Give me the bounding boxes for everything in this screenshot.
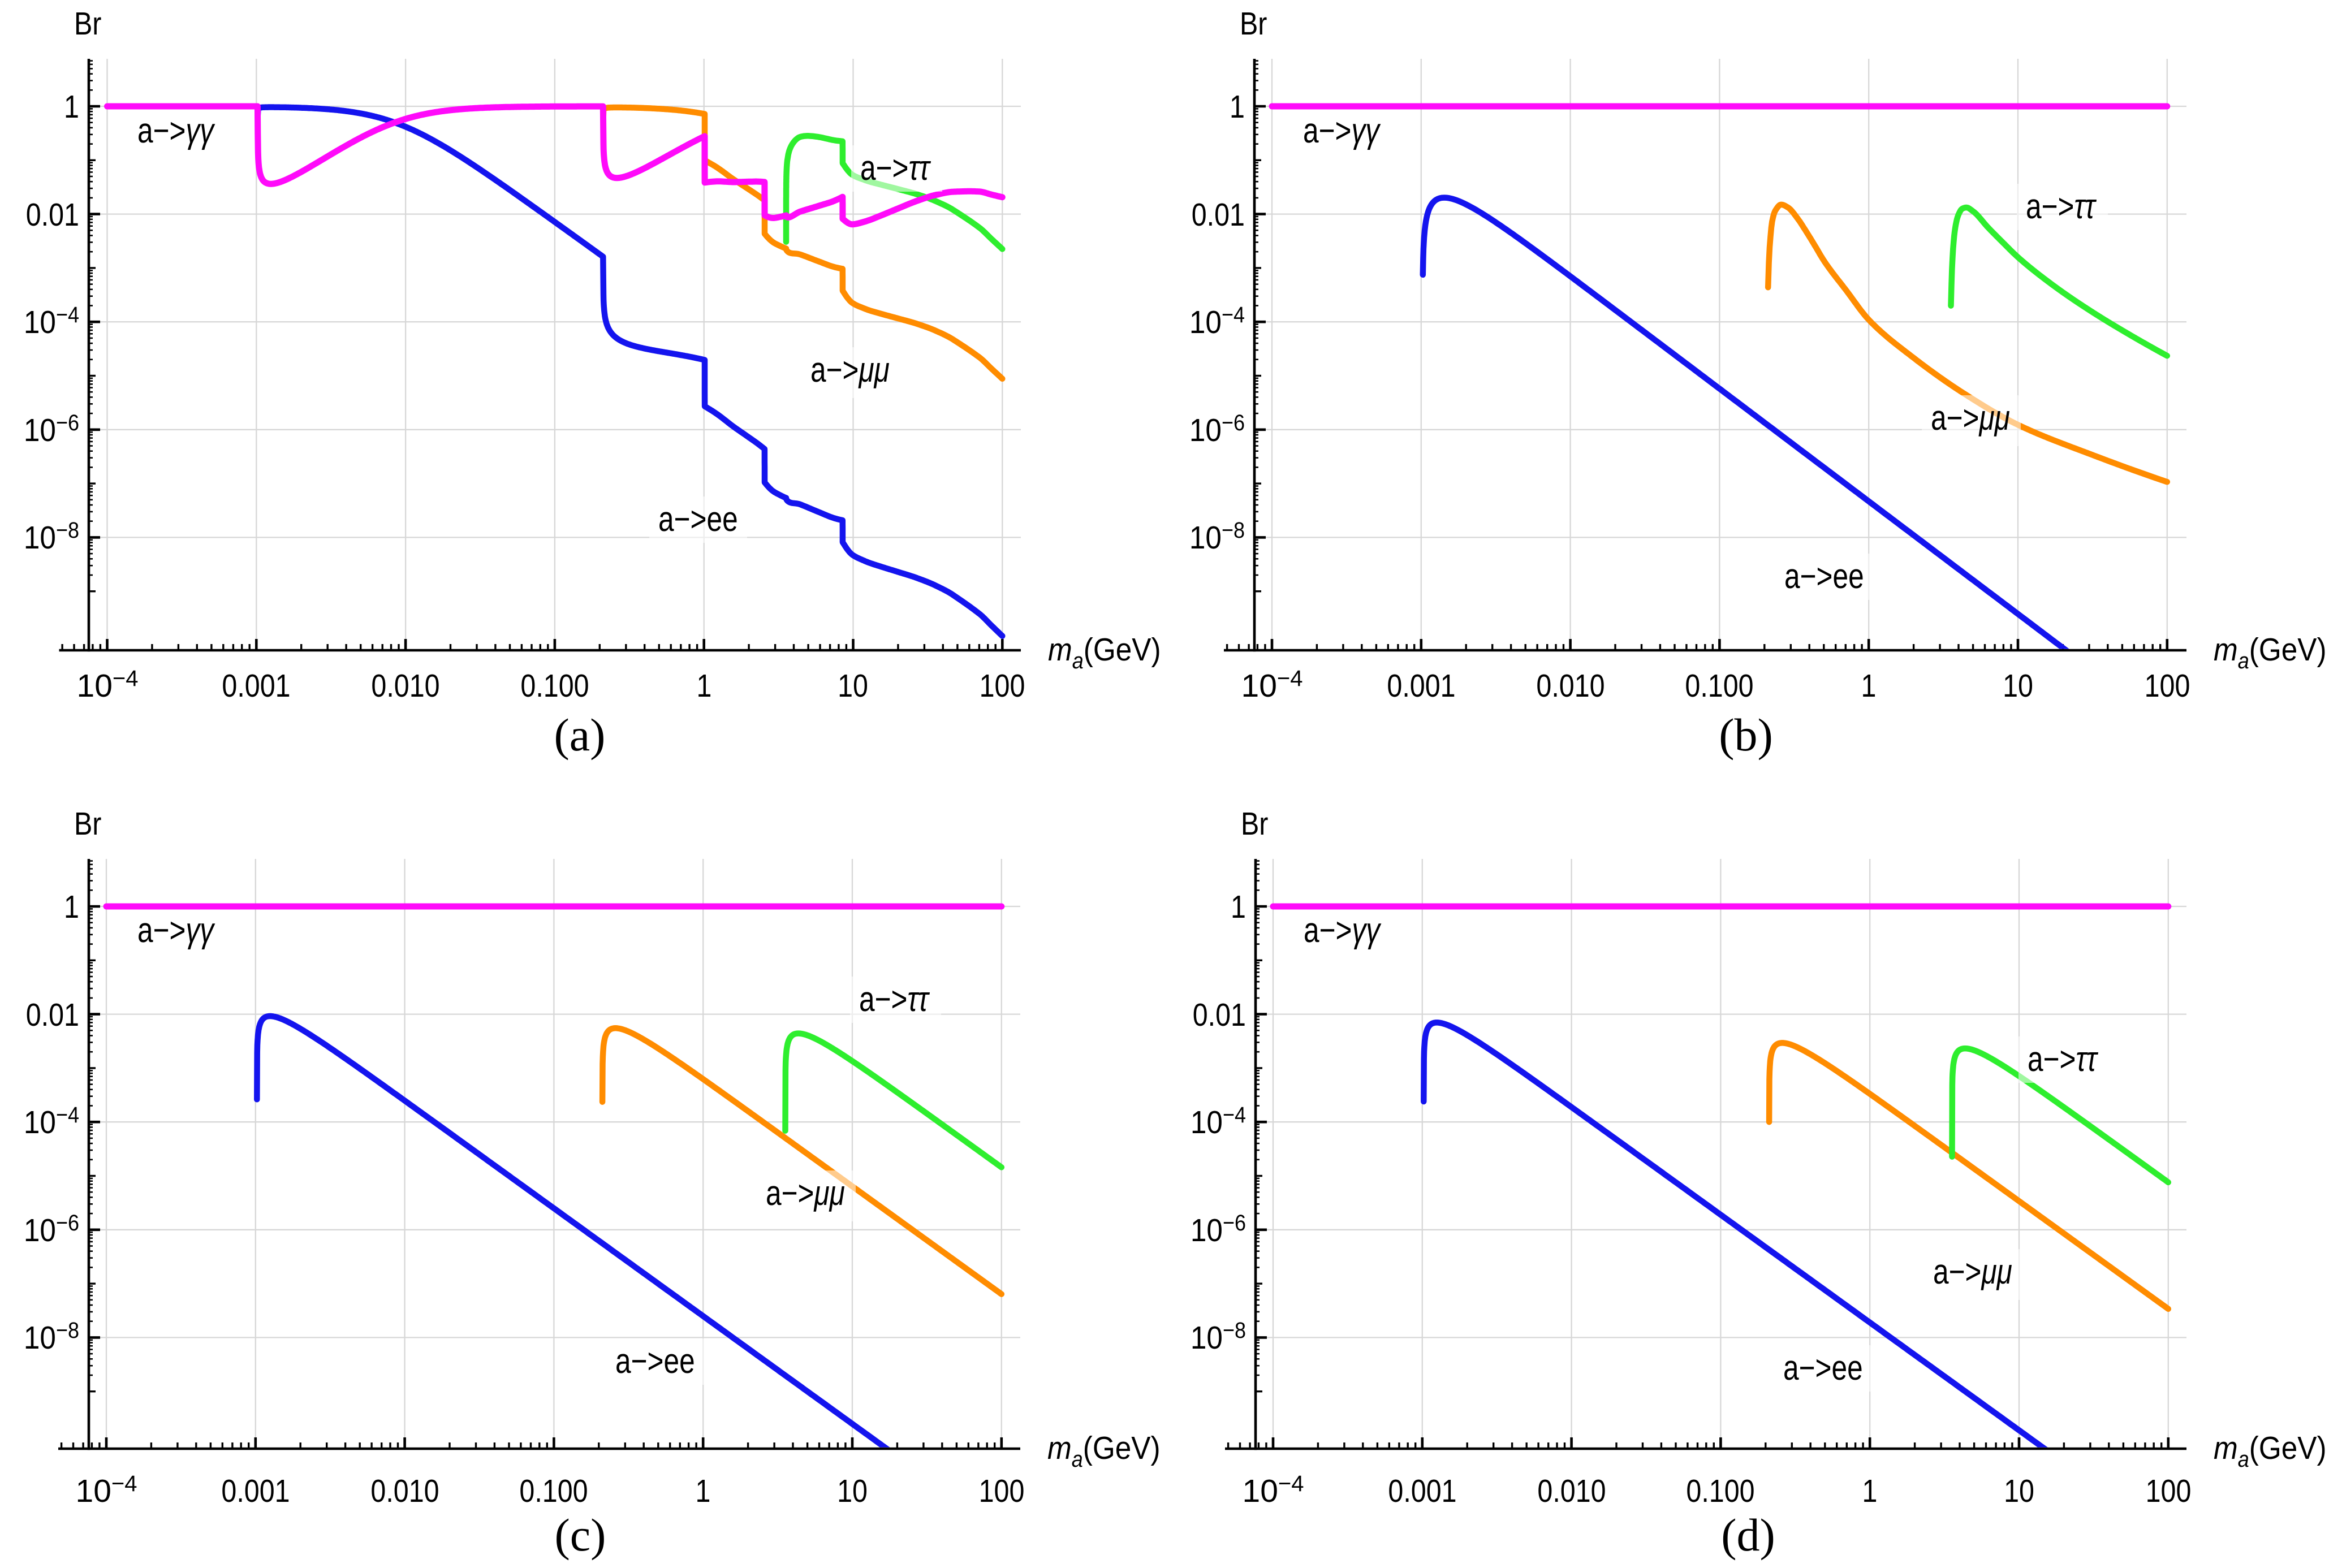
svg-text:0.01: 0.01 [1193,997,1246,1033]
svg-text:10: 10 [837,1473,868,1509]
svg-text:a−>ττ: a−>ττ [860,148,931,188]
svg-text:1: 1 [697,668,712,704]
svg-text:a−>μμ: a−>μμ [810,350,890,390]
svg-text:1: 1 [64,89,79,125]
svg-text:0.01: 0.01 [26,197,79,233]
svg-text:(a): (a) [554,709,605,761]
svg-text:a−>ee: a−>ee [1784,556,1864,596]
svg-text:10−8: 10−8 [24,1318,79,1355]
svg-text:10−8: 10−8 [24,518,79,555]
svg-text:1: 1 [696,1473,711,1509]
svg-text:ma(GeV): ma(GeV) [2214,632,2327,674]
svg-text:a−>ee: a−>ee [1783,1348,1863,1388]
svg-text:a−>γγ: a−>γγ [137,910,215,950]
svg-text:(c): (c) [554,1509,606,1561]
svg-text:a−>γγ: a−>γγ [137,111,215,150]
svg-text:a−>ττ: a−>ττ [859,979,930,1019]
svg-text:10−6: 10−6 [24,1211,79,1248]
svg-text:a−>γγ: a−>γγ [1303,111,1381,150]
svg-text:ma(GeV): ma(GeV) [2214,1431,2327,1472]
svg-text:(b): (b) [1719,709,1773,761]
svg-text:0.100: 0.100 [1685,668,1753,704]
svg-text:0.001: 0.001 [1387,668,1455,704]
svg-text:a−>ee: a−>ee [615,1341,695,1381]
svg-text:0.001: 0.001 [1388,1473,1456,1509]
svg-text:0.100: 0.100 [1686,1473,1754,1509]
svg-text:10−4: 10−4 [1241,666,1302,704]
svg-text:Br: Br [1240,6,1267,42]
svg-text:0.01: 0.01 [1192,197,1245,233]
svg-text:ma(GeV): ma(GeV) [1048,632,1161,674]
svg-text:10: 10 [2003,668,2033,704]
svg-text:a−>γγ: a−>γγ [1304,910,1382,950]
svg-text:10−4: 10−4 [75,1471,137,1509]
svg-text:Br: Br [1241,806,1268,842]
svg-text:Br: Br [74,806,101,842]
svg-text:0.010: 0.010 [371,668,439,704]
svg-text:1: 1 [1861,668,1877,704]
svg-text:0.010: 0.010 [1537,1473,1606,1509]
svg-text:1: 1 [1862,1473,1878,1509]
svg-text:100: 100 [2146,1473,2192,1509]
svg-text:a−>μμ: a−>μμ [1933,1252,2012,1291]
svg-text:a−>μμ: a−>μμ [766,1173,845,1213]
svg-text:0.010: 0.010 [1536,668,1605,704]
svg-text:10: 10 [2004,1473,2034,1509]
svg-text:0.001: 0.001 [221,1473,290,1509]
svg-text:0.01: 0.01 [26,997,79,1033]
svg-text:a−>ττ: a−>ττ [2026,187,2097,226]
svg-text:0.010: 0.010 [370,1473,439,1509]
svg-text:ma(GeV): ma(GeV) [1047,1431,1161,1472]
svg-text:10−6: 10−6 [24,411,79,448]
svg-text:a−>ee: a−>ee [658,499,738,539]
svg-text:(d): (d) [1721,1509,1775,1561]
svg-text:100: 100 [979,1473,1025,1509]
svg-text:100: 100 [980,668,1025,704]
svg-text:0.100: 0.100 [520,668,589,704]
svg-text:0.100: 0.100 [519,1473,588,1509]
svg-text:100: 100 [2145,668,2190,704]
svg-text:1: 1 [64,889,79,925]
svg-text:1: 1 [1230,89,1245,125]
svg-text:0.001: 0.001 [222,668,290,704]
svg-text:a−>μμ: a−>μμ [1931,398,2010,438]
svg-text:10: 10 [838,668,868,704]
svg-text:a−>ττ: a−>ττ [2028,1039,2098,1079]
svg-text:1: 1 [1231,889,1246,925]
svg-text:Br: Br [74,6,101,42]
